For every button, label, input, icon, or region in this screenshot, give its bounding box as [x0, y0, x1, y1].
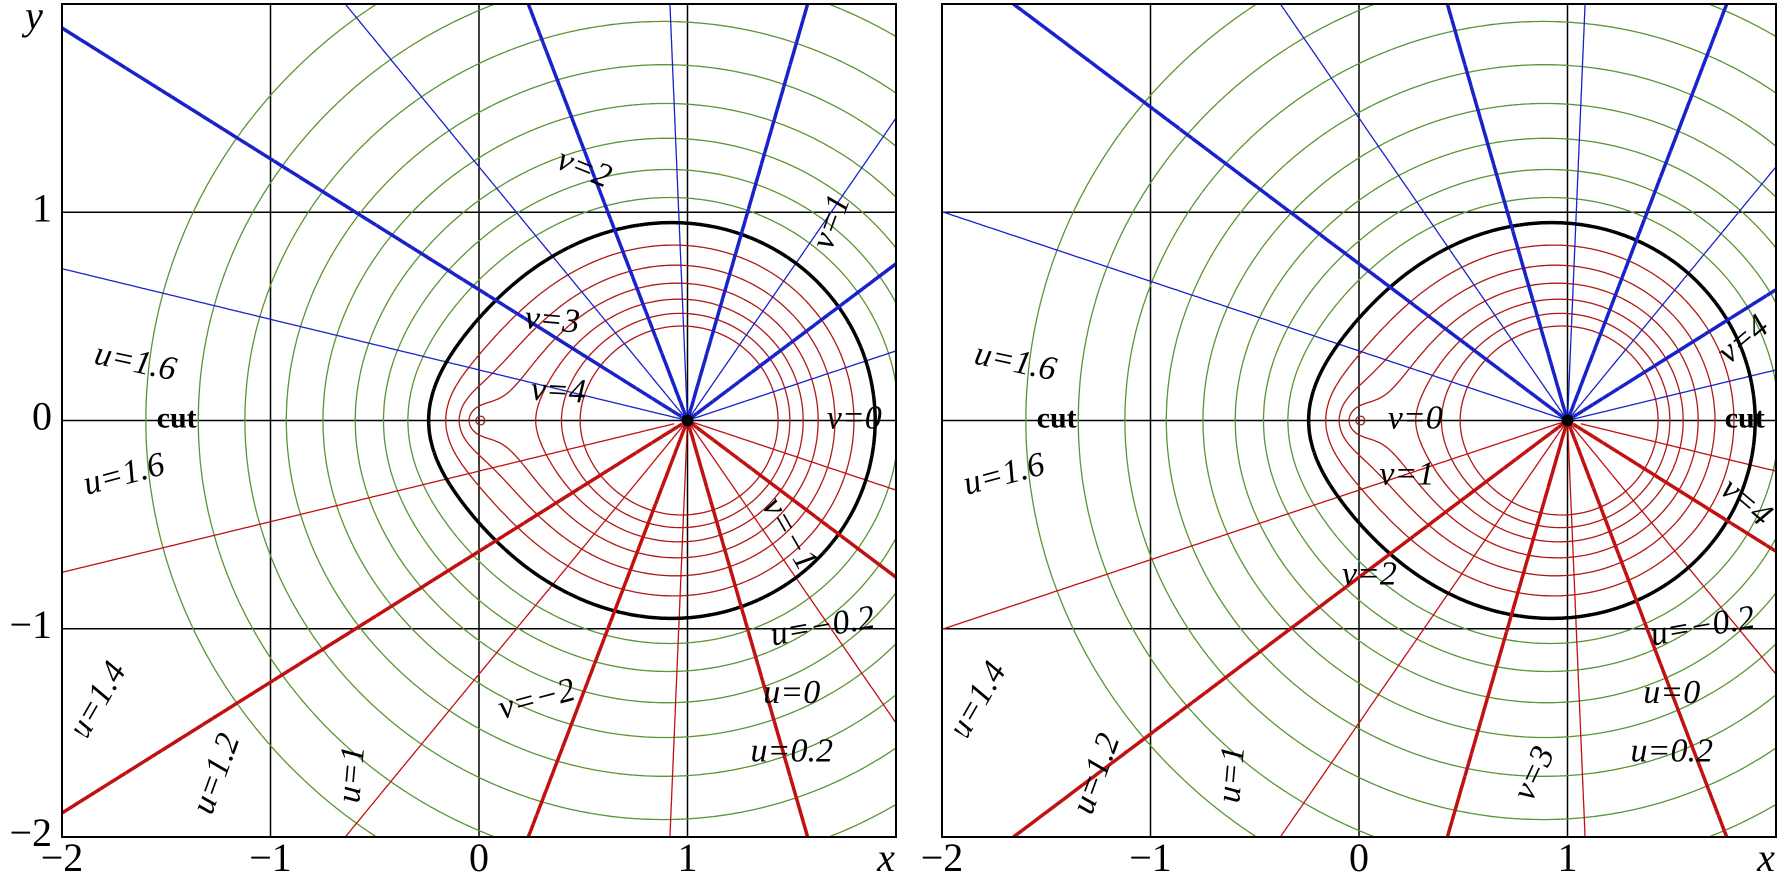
frame	[941, 3, 1777, 838]
x-tick-label: −1	[249, 835, 292, 879]
v-contour	[526, 4, 688, 418]
contour-label: u=1.2	[184, 729, 247, 819]
x-tick-label: 1	[678, 835, 698, 879]
u-contour	[445, 244, 855, 597]
u-contour	[382, 168, 896, 673]
v-contour	[669, 4, 688, 418]
u-contour	[1262, 168, 1776, 673]
u-contour	[1234, 137, 1776, 704]
plot-area	[62, 4, 896, 837]
contour-label: cut	[157, 401, 197, 434]
v-contour	[686, 420, 896, 579]
u-contour	[1338, 264, 1716, 577]
v-contour	[669, 423, 688, 837]
contour-label: u=−0.2	[1647, 599, 1757, 654]
contour-label: v=−2	[494, 671, 579, 727]
x-tick-label: −2	[41, 835, 84, 879]
contour-label: u=1.4	[61, 655, 134, 745]
v-contour	[1279, 4, 1566, 418]
v-contour	[62, 422, 684, 815]
v-contour	[1580, 423, 1776, 472]
contour-label: u=0	[1643, 674, 1700, 711]
contour-label: u=1	[1210, 744, 1252, 804]
contour-label: u=0	[763, 674, 820, 711]
contour-label: u=1.6	[91, 335, 179, 388]
panel: v=2v=1v=3v=4u=1.6cutu=1.6v=0v=−1u=−0.2u=…	[9, 0, 897, 879]
x-axis-label: x	[876, 835, 895, 879]
v-contour	[687, 117, 896, 420]
contour-label: v=4	[530, 371, 587, 411]
contour-label: v=4	[1710, 307, 1776, 371]
v-contour	[1567, 423, 1586, 837]
u-contour	[474, 298, 804, 543]
v-contour	[686, 4, 810, 420]
contour-label: u=0.2	[751, 732, 833, 769]
u-contour	[1287, 196, 1776, 645]
x-tick-label: −1	[1129, 835, 1172, 879]
x-tick-label: 0	[469, 835, 489, 879]
contour-label: v=0	[827, 399, 882, 436]
v-contour	[687, 420, 896, 491]
v-contour	[62, 268, 685, 421]
v-contour	[1279, 423, 1566, 837]
panel: u=1.6cutu=1.6v=0v=1v=2v=4cutv=4u=−0.2u=0…	[921, 3, 1779, 879]
u-contour	[1124, 20, 1776, 821]
u-contour	[197, 4, 896, 837]
plot-area	[942, 4, 1776, 837]
x-tick-label: 0	[1349, 835, 1369, 879]
v-contour	[526, 423, 688, 837]
u-contour	[1025, 4, 1258, 837]
u-contour	[145, 4, 378, 837]
frame	[61, 3, 897, 838]
contour-label: cut	[1037, 401, 1077, 434]
v-contour	[942, 211, 1565, 420]
u-contour	[560, 312, 791, 529]
u-contour	[1440, 312, 1671, 529]
x-axis-label: x	[1756, 835, 1775, 879]
v-contour	[1571, 422, 1776, 553]
contour-label: u=1.6	[79, 446, 168, 503]
contour-label: u=1.6	[971, 335, 1059, 388]
v-contour	[686, 421, 810, 837]
singularity	[681, 414, 694, 427]
contour-label: u=−0.2	[767, 599, 877, 654]
u-contour	[1077, 4, 1776, 837]
u-contour	[407, 196, 896, 645]
y-tick-label: 1	[32, 185, 52, 230]
singularity	[1561, 414, 1574, 427]
contour-label: cut	[1725, 401, 1765, 434]
v-contour	[1567, 166, 1776, 420]
contour-label: v=1	[804, 190, 858, 254]
v-contour	[1445, 423, 1569, 837]
u-contour	[1325, 244, 1735, 597]
v-contour	[62, 423, 675, 573]
contour-label: v=2	[1342, 555, 1397, 592]
x-tick-label: 1	[1558, 835, 1578, 879]
y-tick-label: 0	[32, 394, 52, 439]
y-tick-label: −1	[9, 602, 52, 647]
u-contour	[1165, 64, 1776, 777]
y-tick-label: −2	[9, 810, 52, 855]
v-contour	[344, 423, 686, 837]
contour-label: u=1.4	[941, 655, 1014, 745]
v-contour	[344, 4, 686, 418]
x-tick-label: −2	[921, 835, 964, 879]
u-contour	[426, 220, 877, 621]
u-contour	[458, 264, 836, 577]
contour-label: u=0.2	[1631, 732, 1713, 769]
contour-label: v=0	[1388, 399, 1443, 436]
y-axis-label: y	[21, 0, 43, 38]
contour-label: v=3	[1505, 741, 1562, 807]
contour-label: v=1	[1379, 456, 1434, 493]
contour-label: u=1.6	[959, 446, 1048, 503]
v-contour	[1012, 4, 1565, 420]
u-contour	[1459, 325, 1659, 516]
v-contour	[1567, 423, 1729, 837]
contour-label: v=2	[552, 141, 617, 196]
contour-label: v=3	[523, 299, 581, 341]
contour-label: u=1.2	[1064, 729, 1127, 819]
contour-label: u=1	[330, 744, 372, 804]
u-contour	[468, 282, 819, 559]
